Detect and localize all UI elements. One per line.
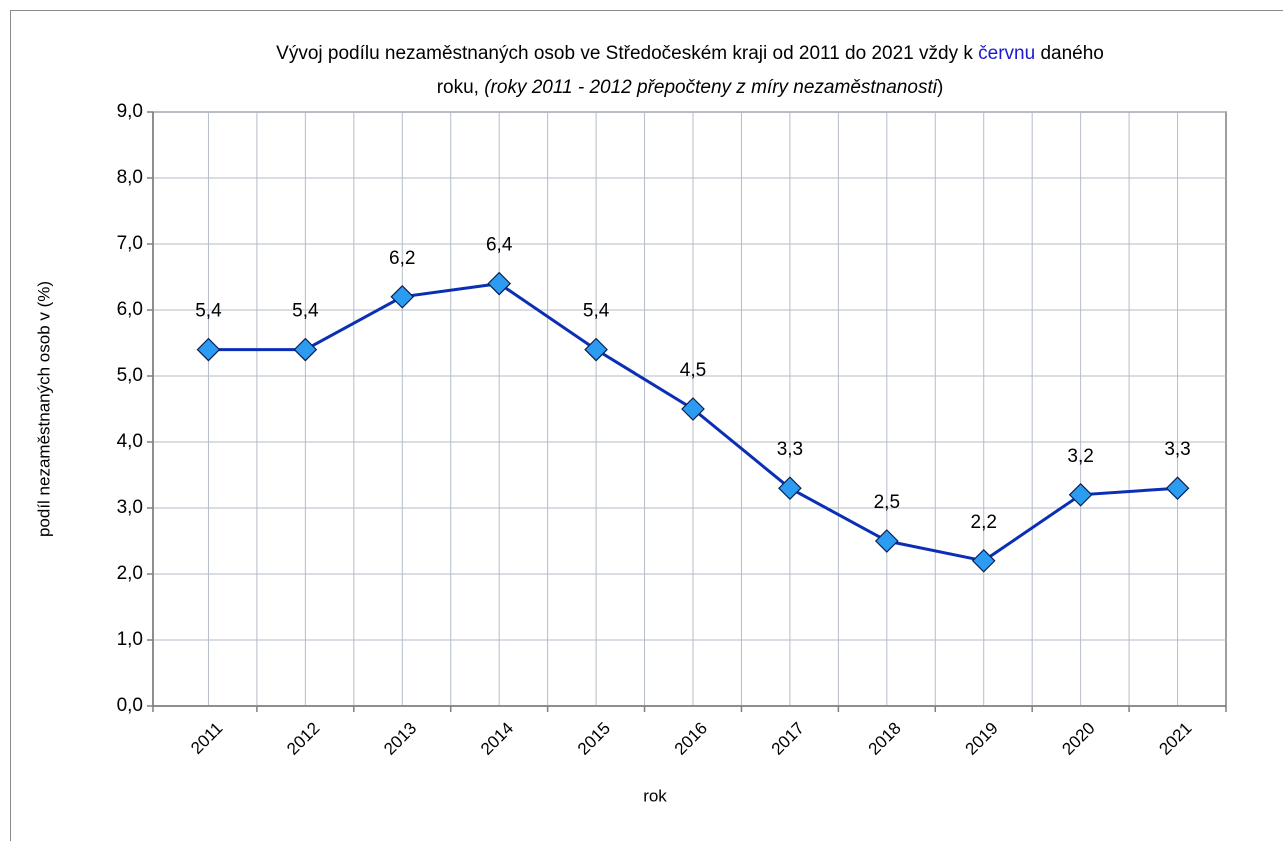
data-marker — [874, 529, 899, 553]
data-marker — [390, 284, 415, 309]
title-part: ) — [937, 77, 943, 98]
y-tick-label: 4,0 — [117, 431, 143, 452]
data-label: 4,5 — [680, 360, 706, 381]
title-part: (roky 2011 - 2012 přepočteny z míry neza… — [484, 77, 937, 98]
title-part: daného — [1035, 43, 1104, 64]
data-marker — [487, 271, 512, 296]
data-marker — [778, 476, 802, 501]
y-axis-label: podíl nezaměstnaných osob v (%) — [34, 281, 53, 537]
title-part: roku, — [437, 77, 485, 98]
data-label: 2,5 — [874, 492, 900, 513]
data-label: 3,3 — [777, 439, 803, 460]
chart-title: roku, (roky 2011 - 2012 přepočteny z mír… — [437, 77, 944, 98]
data-label: 3,3 — [1164, 439, 1190, 460]
y-tick-label: 9,0 — [117, 101, 143, 122]
chart-title: Vývoj podílu nezaměstnaných osob ve Stře… — [276, 43, 1104, 64]
y-tick-label: 6,0 — [117, 299, 143, 320]
y-tick-label: 8,0 — [117, 167, 143, 188]
data-marker — [681, 397, 705, 421]
y-tick-label: 5,0 — [117, 365, 143, 386]
x-axis-label: rok — [643, 786, 667, 805]
data-label: 5,4 — [292, 301, 319, 322]
data-marker — [584, 337, 608, 362]
y-tick-label: 7,0 — [117, 233, 143, 254]
data-label: 6,2 — [389, 248, 415, 269]
data-label: 5,4 — [583, 301, 610, 322]
data-label: 5,4 — [195, 301, 222, 322]
data-marker — [1165, 476, 1190, 501]
data-marker — [971, 548, 996, 573]
y-tick-label: 2,0 — [117, 563, 143, 584]
data-marker — [293, 337, 318, 362]
title-part: červnu — [978, 43, 1035, 64]
title-part: Vývoj podílu nezaměstnaných osob ve Stře… — [276, 43, 978, 64]
y-tick-label: 3,0 — [117, 497, 143, 518]
data-label: 2,2 — [971, 512, 997, 533]
data-label: 6,4 — [486, 235, 513, 256]
y-tick-label: 1,0 — [117, 629, 143, 650]
data-label: 3,2 — [1067, 446, 1093, 467]
y-tick-label: 0,0 — [117, 695, 143, 716]
data-marker — [196, 337, 221, 362]
data-marker — [1068, 482, 1093, 507]
